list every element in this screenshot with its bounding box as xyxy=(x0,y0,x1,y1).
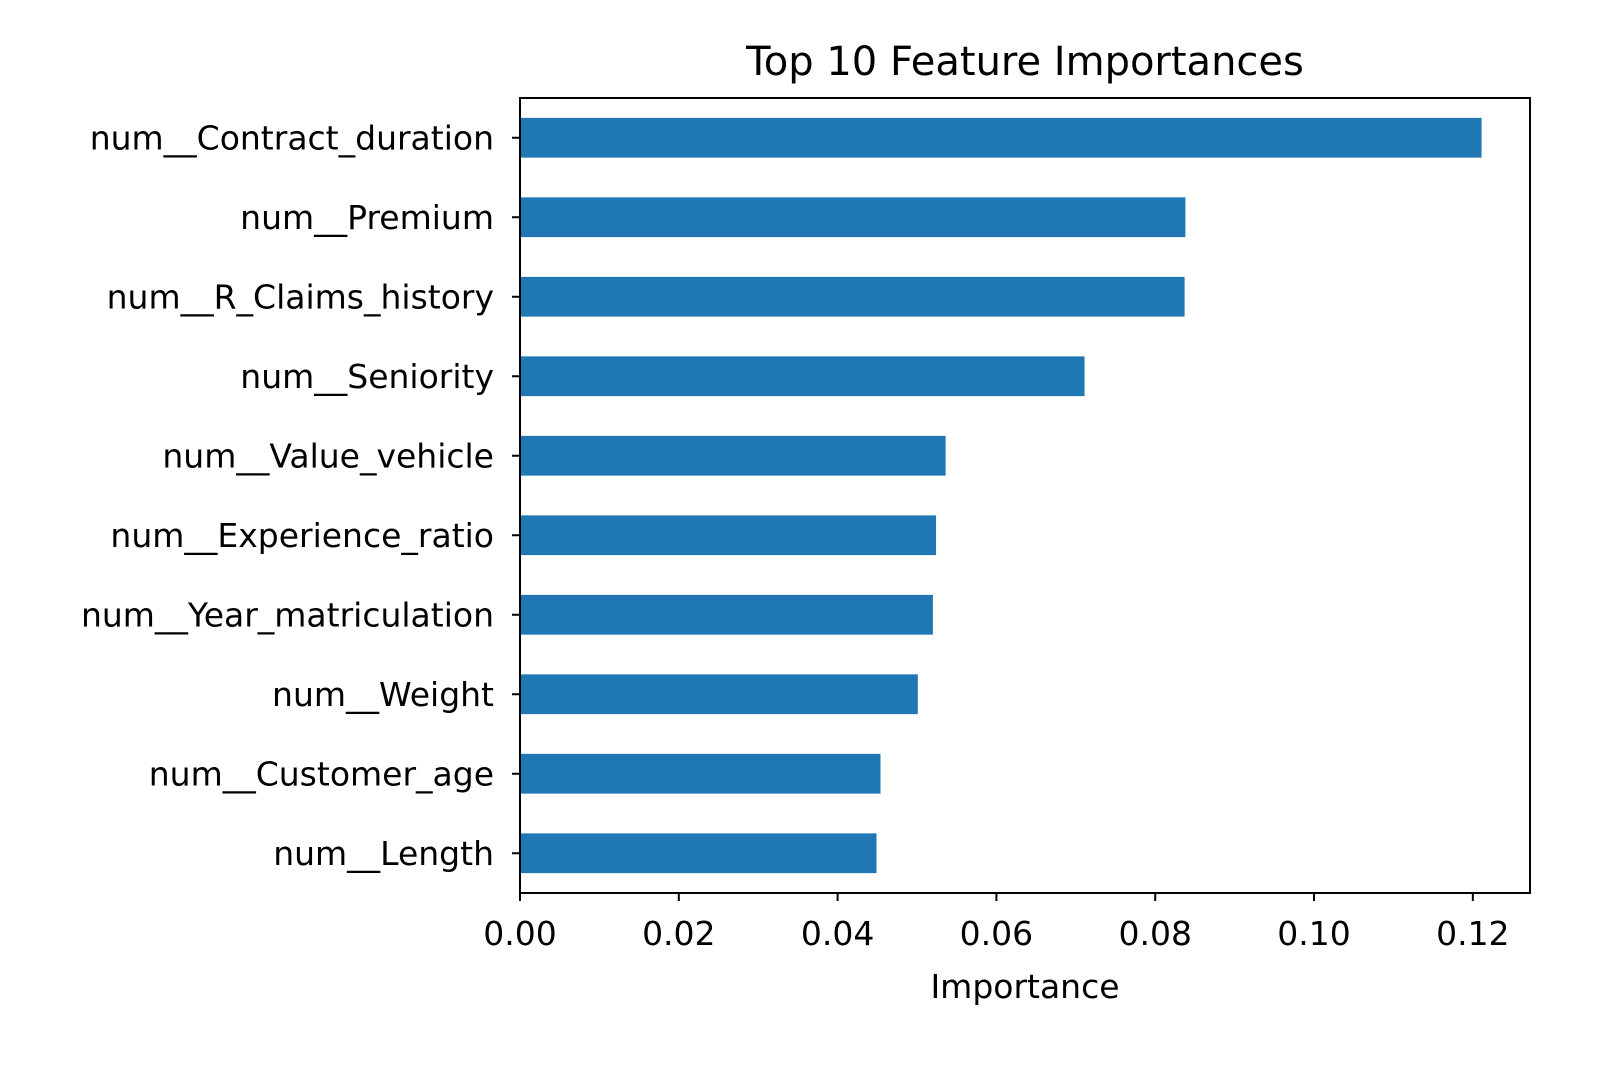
x-tick-label: 0.04 xyxy=(801,914,874,953)
bar-num__Year_matriculation xyxy=(520,594,933,635)
bar-num__Experience_ratio xyxy=(520,515,937,556)
y-tick-label: num__Customer_age xyxy=(149,754,494,793)
bar-num__Premium xyxy=(520,197,1186,238)
y-tick-label: num__Experience_ratio xyxy=(110,516,494,555)
x-tick-label: 0.06 xyxy=(960,914,1033,953)
y-tick-label: num__Value_vehicle xyxy=(162,436,494,475)
y-tick-label: num__R_Claims_history xyxy=(107,277,494,316)
y-axis-ticks: num__Contract_duration num__Premium num__R… xyxy=(81,118,520,873)
y-tick-label: num__Premium xyxy=(240,198,494,237)
x-tick-label: 0.08 xyxy=(1118,914,1191,953)
y-tick-label: num__Seniority xyxy=(240,357,494,396)
x-axis-label: Importance xyxy=(930,967,1119,1006)
bar-num__R_Claims_history xyxy=(520,276,1185,317)
x-axis-ticks: 0.00 0.02 0.04 0.06 0.08 0.10 0.12 xyxy=(483,893,1510,953)
x-tick-label: 0.10 xyxy=(1277,914,1350,953)
bars-group xyxy=(520,117,1482,874)
y-tick-label: num__Contract_duration xyxy=(90,118,494,157)
y-tick-label: num__Weight xyxy=(272,675,494,714)
y-tick-label: num__Year_matriculation xyxy=(81,595,494,634)
bar-num__Length xyxy=(520,833,877,874)
bar-num__Seniority xyxy=(520,356,1085,397)
y-tick-label: num__Length xyxy=(273,834,494,873)
bar-num__Customer_age xyxy=(520,753,881,794)
chart-title: Top 10 Feature Importances xyxy=(745,39,1304,85)
bar-num__Value_vehicle xyxy=(520,435,946,476)
x-tick-label: 0.02 xyxy=(642,914,715,953)
x-tick-label: 0.12 xyxy=(1436,914,1509,953)
bar-num__Weight xyxy=(520,674,918,715)
plot-frame xyxy=(519,97,1531,894)
x-tick-label: 0.00 xyxy=(483,914,556,953)
bar-num__Contract_duration xyxy=(520,117,1482,158)
